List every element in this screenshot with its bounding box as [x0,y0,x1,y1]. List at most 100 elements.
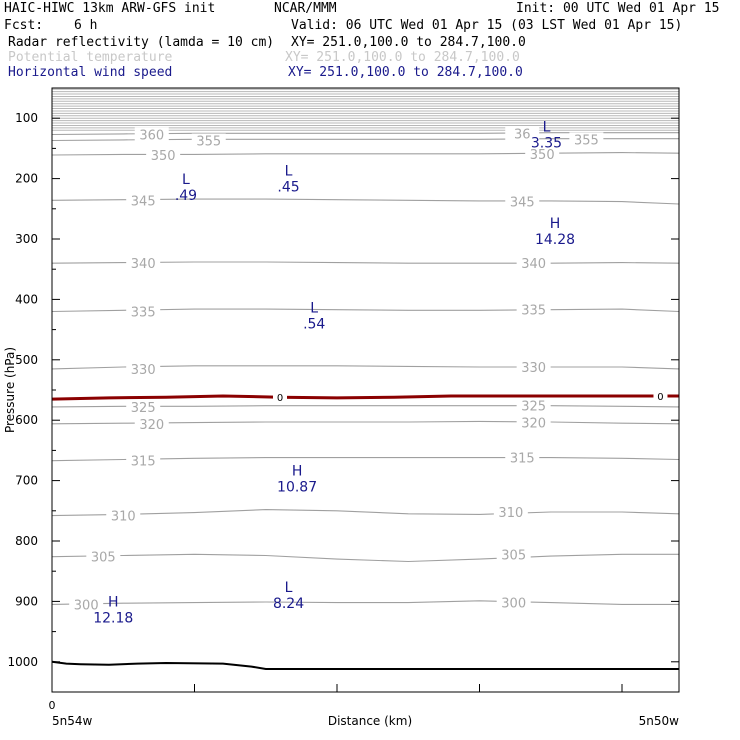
y-tick-label: 400 [15,292,38,306]
isentrope-label-bg [516,398,551,413]
isentrope-label-bg [516,256,551,271]
isentrope-label: 340 [131,257,156,272]
isentrope-label-bg [126,256,161,271]
isentrope-label: 315 [131,455,156,470]
organization-label: NCAR/MMM [274,1,337,16]
isentrope-label: 355 [196,135,221,150]
isentrope-label-bg [496,547,531,562]
isentrope-label: 305 [91,551,116,566]
isentrope-label-bg [69,597,104,612]
field-name-potential-temperature: Potential temperature [8,50,173,65]
isentrope-label: 320 [139,418,164,433]
isentrope-label: 350 [151,149,176,164]
isentrope-label: 345 [131,194,156,209]
isentrope-label-bg [134,127,169,142]
isentrope-label-bg [126,304,161,319]
isentrope-label-bg [86,549,121,564]
isentrope-label-bg [505,126,540,141]
isentrope-label-bg [525,146,560,161]
isentrope-label-bg [134,416,169,431]
wind-extremum-value: .49 [175,188,197,204]
isentrope-305 [51,553,679,563]
plot-frame [51,87,680,693]
wind-extremum-marker: L [543,119,551,135]
reflectivity-zero-contour [51,394,679,401]
potential-temperature-contours [51,88,680,605]
forecast-label: Fcst: [4,18,44,33]
isentrope-label: 330 [131,363,156,378]
x-axis-zero-label: 0 [49,699,56,712]
wind-extremum-marker: H [550,216,561,232]
wind-extremum-value: 3.35 [531,135,562,151]
field-xy-wind-speed: XY= 251.0,100.0 to 284.7,100.0 [288,65,523,80]
wind-extremum-marker: H [292,464,303,480]
y-tick-label: 1000 [7,655,38,669]
isentrope-label: 310 [111,510,136,525]
wind-extremum-value: 12.18 [93,611,133,627]
x-axis-left-location: 5n54w [52,714,93,728]
isentrope-label-bg [146,148,181,163]
wind-extremum-value: 10.87 [277,480,317,496]
isentrope-label: 300 [74,598,99,613]
isentrope-label: 335 [131,305,156,320]
wind-extremum-marker: L [285,163,293,179]
wind-extremum-marker: L [310,301,318,317]
reflectivity-label-bg [273,391,287,404]
isentrope-label-bg [493,505,528,520]
y-axis-label: Pressure (hPa) [3,347,17,433]
field-xy-reflectivity: XY= 251.0,100.0 to 284.7,100.0 [291,35,526,50]
y-tick-label: 900 [15,594,38,608]
isentrope-label: 345 [510,196,535,211]
valid-time: Valid: 06 UTC Wed 01 Apr 15 (03 LST Wed … [291,18,683,33]
wind-extremum-marker: L [285,580,293,596]
isentrope-label-bg [496,595,531,610]
isentrope-label: 310 [498,506,523,521]
model-title: HAIC-HIWC 13km ARW-GFS init [4,1,216,16]
isentrope-350 [51,152,680,156]
isentrope-label-bg [126,399,161,414]
field-xy-potential-temperature: XY= 251.0,100.0 to 284.7,100.0 [285,50,520,65]
wind-extremum-value: .45 [277,179,299,195]
y-tick-label: 500 [15,353,38,367]
wind-extremum-marker: H [108,595,119,611]
isentrope-label-bg [106,508,141,523]
isentrope-label-bg [505,194,540,209]
isentrope-label-bg [126,361,161,376]
init-time: Init: 00 UTC Wed 01 Apr 15 [516,1,720,16]
isentrope-310 [51,509,680,517]
reflectivity-contour-label: 0 [657,392,663,403]
x-axis-label: Distance (km) [328,714,412,728]
isentrope-label-bg [569,132,604,147]
terrain-surface-line [51,660,679,670]
wind-extremum-value: .54 [303,317,325,333]
isentrope-label: 360 [139,129,164,144]
isentrope-label: 335 [521,304,546,319]
isentrope-label: 315 [510,452,535,467]
isentrope-label: 325 [131,401,156,416]
y-tick-label: 100 [15,111,38,125]
y-axis: 100 200 300 400 500 600 700 800 900 1000 [7,87,679,693]
field-name-wind-speed: Horizontal wind speed [8,65,173,80]
wind-extremum-value: 8.24 [273,596,304,612]
field-name-reflectivity: Radar reflectivity (lamda = 10 cm) [8,35,275,50]
isentrope-label-bg [191,133,226,148]
reflectivity-label-bg [653,390,668,403]
isentrope-label-bg [126,453,161,468]
y-tick-label: 700 [15,474,38,488]
reflectivity-contour-label: 0 [277,393,283,404]
isentrope-label: 305 [501,548,526,563]
y-tick-label: 300 [15,232,38,246]
isentrope-label-bg [505,450,540,465]
isentrope-label: 325 [521,400,546,415]
isentrope-label: 36 [514,127,531,142]
topography-layer [51,660,679,670]
wind-extremum-marker: L [182,172,190,188]
x-axis [51,684,623,692]
x-axis-right-location: 5n50w [639,714,680,728]
isentrope-label: 300 [501,597,526,612]
forecast-hour: 6 h [74,18,98,33]
isentrope-label-bg [126,193,161,208]
wind-extremum-value: 14.28 [535,232,575,248]
